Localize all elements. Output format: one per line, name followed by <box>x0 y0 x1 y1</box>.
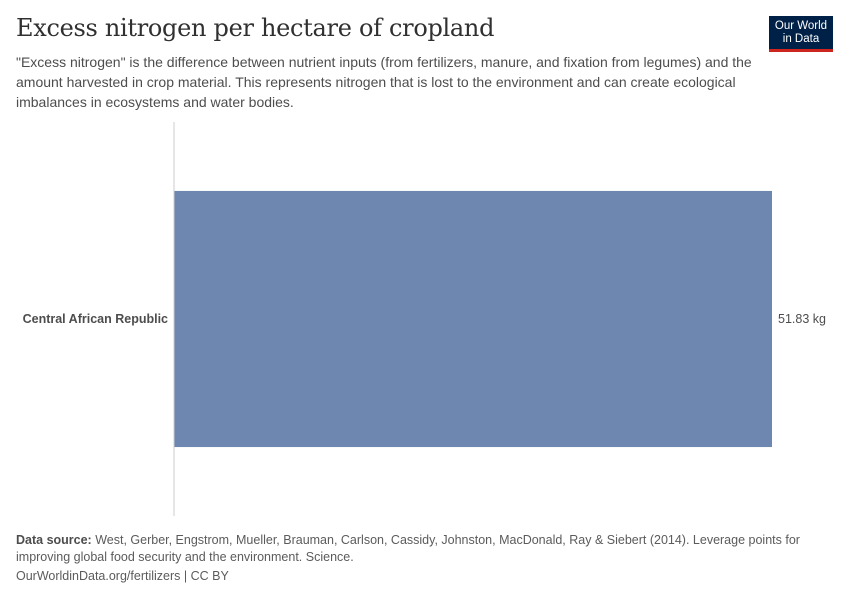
logo-line-1: Our World <box>774 20 828 32</box>
value-label: 51.83 kg <box>778 312 826 326</box>
chart-title: Excess nitrogen per hectare of cropland <box>16 14 495 42</box>
data-source-text: West, Gerber, Engstrom, Mueller, Brauman… <box>16 533 800 564</box>
owid-logo[interactable]: Our World in Data <box>769 16 833 52</box>
chart-subtitle: "Excess nitrogen" is the difference betw… <box>16 54 752 110</box>
logo-line-2: in Data <box>782 33 820 45</box>
data-source: Data source: West, Gerber, Engstrom, Mue… <box>16 532 806 566</box>
category-label: Central African Republic <box>23 312 168 326</box>
footer-link[interactable]: OurWorldinData.org/fertilizers | CC BY <box>16 569 229 583</box>
data-source-label: Data source: <box>16 533 92 547</box>
bar-central-african-republic[interactable] <box>174 190 772 448</box>
